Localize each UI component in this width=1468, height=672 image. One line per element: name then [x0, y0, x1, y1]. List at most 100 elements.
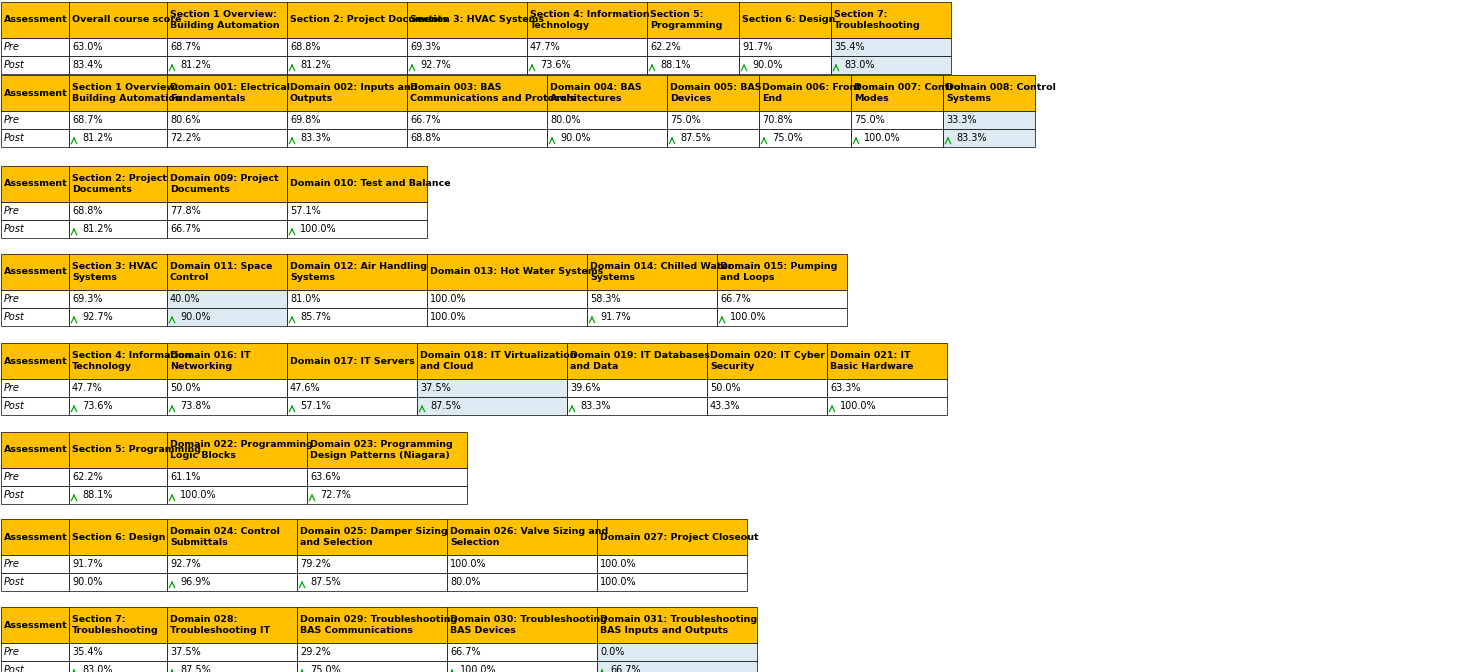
Bar — [69, 308, 167, 326]
Text: 66.7%: 66.7% — [410, 115, 440, 125]
Text: Section 1 Overview:
Building Automation: Section 1 Overview: Building Automation — [72, 83, 182, 103]
Text: 83.0%: 83.0% — [82, 665, 113, 672]
Text: 69.3%: 69.3% — [410, 42, 440, 52]
Text: Assessment: Assessment — [4, 15, 68, 24]
Text: 50.0%: 50.0% — [711, 383, 741, 393]
Text: Domain 031: Troubleshooting
BAS Inputs and Outputs: Domain 031: Troubleshooting BAS Inputs a… — [600, 616, 757, 634]
Text: 29.2%: 29.2% — [299, 647, 330, 657]
Text: Assessment: Assessment — [4, 267, 68, 276]
Bar — [167, 468, 307, 486]
Text: 90.0%: 90.0% — [181, 312, 210, 322]
Text: Domain 011: Space
Control: Domain 011: Space Control — [170, 262, 273, 282]
Bar — [167, 397, 288, 415]
Text: Post: Post — [4, 401, 25, 411]
Bar — [69, 343, 167, 379]
Text: 62.2%: 62.2% — [650, 42, 681, 52]
Text: Domain 005: BAS
Devices: Domain 005: BAS Devices — [669, 83, 762, 103]
Text: 63.0%: 63.0% — [72, 42, 103, 52]
Text: Domain 027: Project Closeout: Domain 027: Project Closeout — [600, 532, 759, 542]
Bar — [167, 432, 307, 468]
Text: 62.2%: 62.2% — [72, 472, 103, 482]
Bar — [288, 308, 427, 326]
Text: 75.0%: 75.0% — [772, 133, 803, 143]
Bar — [69, 75, 167, 111]
Bar — [69, 202, 167, 220]
Bar — [297, 661, 446, 672]
Bar — [69, 486, 167, 504]
Text: Section 2: Project
Documents: Section 2: Project Documents — [72, 174, 167, 194]
Bar — [297, 519, 446, 555]
Text: Domain 029: Troubleshooting
BAS Communications: Domain 029: Troubleshooting BAS Communic… — [299, 616, 457, 634]
Text: 69.3%: 69.3% — [72, 294, 103, 304]
Text: 68.7%: 68.7% — [170, 42, 201, 52]
Text: Pre: Pre — [4, 115, 21, 125]
Text: 90.0%: 90.0% — [752, 60, 782, 70]
Bar — [167, 202, 288, 220]
Bar — [446, 573, 597, 591]
Text: 63.3%: 63.3% — [829, 383, 860, 393]
Text: 73.6%: 73.6% — [540, 60, 571, 70]
Bar — [1, 661, 69, 672]
Text: 80.0%: 80.0% — [451, 577, 480, 587]
Bar — [69, 129, 167, 147]
Text: Assessment: Assessment — [4, 620, 68, 630]
Text: 66.7%: 66.7% — [170, 224, 201, 234]
Bar — [288, 290, 427, 308]
Text: 35.4%: 35.4% — [72, 647, 103, 657]
Bar — [427, 308, 587, 326]
Text: 68.8%: 68.8% — [72, 206, 103, 216]
Bar — [716, 254, 847, 290]
Text: 100.0%: 100.0% — [459, 665, 496, 672]
Text: Section 7:
Troubleshooting: Section 7: Troubleshooting — [72, 616, 159, 634]
Text: Pre: Pre — [4, 559, 21, 569]
Bar — [417, 397, 567, 415]
Text: Post: Post — [4, 490, 25, 500]
Text: 69.8%: 69.8% — [291, 115, 320, 125]
Text: Domain 030: Troubleshooting
BAS Devices: Domain 030: Troubleshooting BAS Devices — [451, 616, 606, 634]
Text: Domain 002: Inputs and
Outputs: Domain 002: Inputs and Outputs — [291, 83, 417, 103]
Text: Domain 012: Air Handling
Systems: Domain 012: Air Handling Systems — [291, 262, 427, 282]
Text: Section 1 Overview:
Building Automation: Section 1 Overview: Building Automation — [170, 10, 279, 30]
Bar — [1, 202, 69, 220]
Text: 35.4%: 35.4% — [834, 42, 865, 52]
Text: 40.0%: 40.0% — [170, 294, 201, 304]
Bar — [69, 607, 167, 643]
Text: Domain 021: IT
Basic Hardware: Domain 021: IT Basic Hardware — [829, 351, 913, 371]
Bar — [597, 555, 747, 573]
Text: 83.0%: 83.0% — [844, 60, 875, 70]
Bar — [69, 290, 167, 308]
Bar — [167, 343, 288, 379]
Text: 50.0%: 50.0% — [170, 383, 201, 393]
Bar — [69, 397, 167, 415]
Bar — [69, 254, 167, 290]
Bar — [759, 129, 851, 147]
Bar — [297, 643, 446, 661]
Text: 87.5%: 87.5% — [680, 133, 711, 143]
Text: 100.0%: 100.0% — [840, 401, 876, 411]
Text: 83.3%: 83.3% — [299, 133, 330, 143]
Bar — [1, 2, 69, 38]
Text: Domain 014: Chilled Water
Systems: Domain 014: Chilled Water Systems — [590, 262, 733, 282]
Text: 73.8%: 73.8% — [181, 401, 210, 411]
Text: 91.7%: 91.7% — [741, 42, 772, 52]
Bar — [69, 555, 167, 573]
Bar — [288, 111, 407, 129]
Bar — [1, 308, 69, 326]
Bar — [167, 290, 288, 308]
Text: Domain 001: Electrical
Fundamentals: Domain 001: Electrical Fundamentals — [170, 83, 291, 103]
Bar — [167, 254, 288, 290]
Text: Section 2: Project Documents: Section 2: Project Documents — [291, 15, 448, 24]
Bar — [167, 75, 288, 111]
Bar — [548, 75, 666, 111]
Text: 85.7%: 85.7% — [299, 312, 330, 322]
Bar — [69, 111, 167, 129]
Bar — [826, 343, 947, 379]
Text: Section 5:
Programming: Section 5: Programming — [650, 10, 722, 30]
Text: 100.0%: 100.0% — [299, 224, 336, 234]
Bar — [446, 643, 597, 661]
Bar — [567, 379, 708, 397]
Text: 63.6%: 63.6% — [310, 472, 341, 482]
Bar — [69, 220, 167, 238]
Text: 96.9%: 96.9% — [181, 577, 210, 587]
Text: 100.0%: 100.0% — [600, 559, 637, 569]
